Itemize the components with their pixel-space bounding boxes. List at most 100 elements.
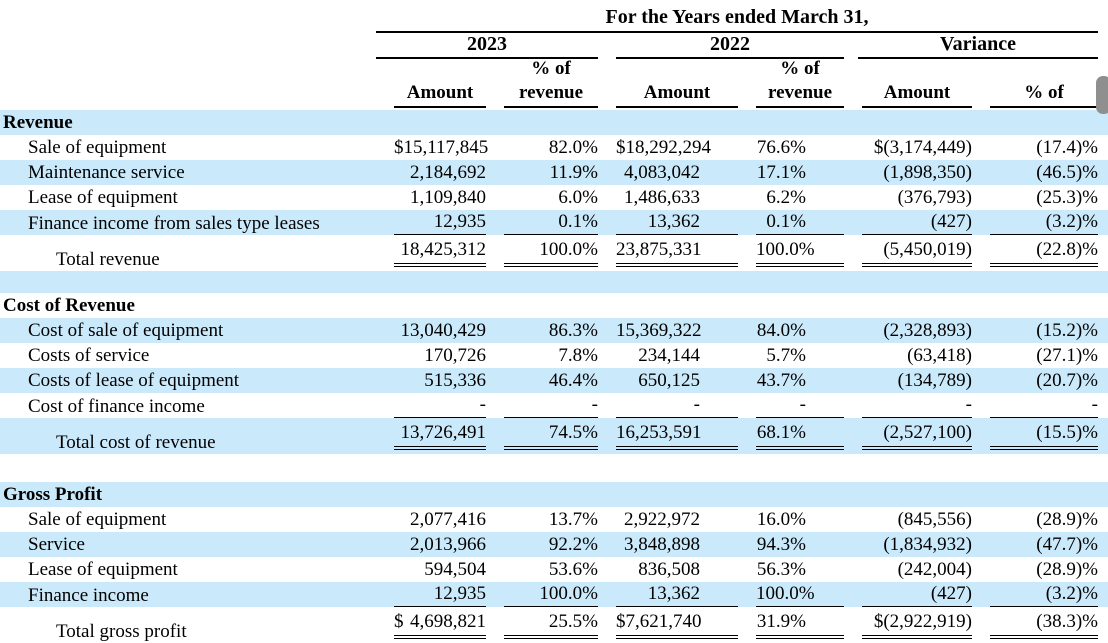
value: 2,922,972 — [624, 508, 700, 530]
value-cell: 82.0% — [486, 135, 598, 160]
row-label: Lease of equipment — [28, 558, 178, 580]
value: (1,834,932) — [883, 533, 972, 555]
value-cell: $18,292,294 — [598, 135, 738, 160]
value-cell: 100.0% — [738, 582, 844, 607]
column-header-label: revenue — [518, 82, 584, 103]
value: (1,898,350) — [883, 161, 972, 183]
value-cell: 11.9% — [486, 160, 598, 185]
value: 100.0% — [504, 239, 598, 267]
value-cell: 92.2% — [486, 532, 598, 557]
value-cell: (47.7)% — [972, 532, 1098, 557]
value: (17.4)% — [1036, 136, 1098, 158]
value-cell: - — [376, 393, 486, 418]
row-label: Cost of sale of equipment — [28, 319, 224, 341]
column-group-2022: 2022 — [598, 33, 844, 59]
value: - — [616, 394, 738, 418]
value: (47.7)% — [1036, 533, 1098, 555]
value-cell: 15,369,322 — [598, 318, 738, 343]
value-cell: 76.6% — [738, 135, 844, 160]
row-label: Cost of finance income — [28, 396, 205, 417]
value-cell: 650,125 — [598, 368, 738, 393]
spacer-row — [0, 454, 1108, 482]
value: - — [862, 394, 972, 418]
row-label: Gross Profit — [3, 483, 103, 505]
value-cell: $4,698,821 — [376, 607, 486, 643]
value-cell: (28.9)% — [972, 507, 1098, 532]
value: (63,418) — [907, 344, 972, 366]
column-header-variance-pct: % of — [972, 56, 1098, 108]
value-cell: - — [486, 393, 598, 418]
table-row: Sale of equipment 2,077,416 13.7% 2,922,972… — [0, 507, 1108, 532]
value: (845,556) — [897, 508, 972, 530]
value: (376,793) — [897, 186, 972, 208]
value-cell: 74.5% — [486, 418, 598, 454]
column-header-label: Amount — [406, 82, 474, 103]
value-cell: 100.0% — [738, 235, 844, 271]
value-cell: (15.5)% — [972, 418, 1098, 454]
value-cell: 7.8% — [486, 343, 598, 368]
value: 92.2% — [548, 533, 598, 555]
scrollbar-thumb[interactable] — [1096, 76, 1108, 114]
currency-symbol: $ — [394, 611, 404, 632]
table-title: For the Years ended March 31, — [376, 0, 1098, 33]
value: 6.0% — [558, 186, 598, 208]
value-cell: (427) — [844, 210, 972, 235]
value: (20.7)% — [1036, 369, 1098, 391]
value-cell: 2,184,692 — [376, 160, 486, 185]
table-row: Finance income from sales type leases 12,… — [0, 210, 1108, 235]
value-cell: 3,848,898 — [598, 532, 738, 557]
value-cell: $7,621,740 — [598, 607, 738, 643]
value: (38.3)% — [990, 611, 1098, 639]
value-cell: (15.2)% — [972, 318, 1098, 343]
row-label: Revenue — [3, 111, 73, 133]
value-cell: 0.1% — [486, 210, 598, 235]
value: - — [756, 394, 844, 418]
value-cell: 1,109,840 — [376, 185, 486, 210]
value: 12,935 — [394, 583, 486, 607]
value-cell: - — [738, 393, 844, 418]
value: (15.2)% — [1036, 319, 1098, 341]
value: 5.7% — [766, 344, 806, 366]
table-body: Revenue Sale of equipment $15,117,845 82.0%… — [0, 108, 1108, 643]
value-cell: 100.0% — [486, 235, 598, 271]
value-cell: 84.0% — [738, 318, 844, 343]
value: 170,726 — [424, 344, 486, 366]
row-label: Sale of equipment — [28, 508, 167, 530]
value-cell: 6.0% — [486, 185, 598, 210]
column-group-2023: 2023 — [376, 33, 598, 59]
value-number: 4,698,821 — [410, 611, 486, 632]
value: 7.8% — [558, 344, 598, 366]
value: (134,789) — [897, 369, 972, 391]
value-cell: 46.4% — [486, 368, 598, 393]
table-row: Service 2,013,966 92.2% 3,848,898 94.3% (1,83… — [0, 532, 1108, 557]
row-label: Lease of equipment — [28, 186, 178, 208]
value: 13,362 — [616, 583, 738, 607]
value: 74.5% — [504, 422, 598, 450]
table-row: Costs of lease of equipment 515,336 46.4% 6… — [0, 368, 1108, 393]
currency-symbol: $ — [616, 611, 626, 632]
section-header-row: Revenue — [0, 110, 1108, 135]
table-row: Lease of equipment 1,109,840 6.0% 1,486,633… — [0, 185, 1108, 210]
value-cell: (22.8)% — [972, 235, 1098, 271]
value: (3.2)% — [990, 211, 1098, 235]
value: (242,004) — [897, 558, 972, 580]
value: 25.5% — [504, 611, 598, 639]
value: 234,144 — [638, 344, 700, 366]
value-cell: 234,144 — [598, 343, 738, 368]
row-label: Total revenue — [56, 249, 160, 270]
row-label: Service — [28, 533, 85, 555]
table-row: Maintenance service 2,184,692 11.9% 4,083,0… — [0, 160, 1108, 185]
value: $(2,922,919) — [862, 611, 972, 639]
column-group-variance-label: Variance — [858, 33, 1098, 59]
value-cell: (427) — [844, 582, 972, 607]
value-cell: 13,362 — [598, 210, 738, 235]
column-group-2023-label: 2023 — [376, 33, 598, 59]
value-cell: 0.1% — [738, 210, 844, 235]
row-label: Sale of equipment — [28, 136, 167, 158]
value: 46.4% — [548, 369, 598, 391]
value-cell: (2,527,100) — [844, 418, 972, 454]
value: (15.5)% — [990, 422, 1098, 450]
value-cell: $(2,922,919) — [844, 607, 972, 643]
header-empty-cell — [0, 0, 376, 33]
